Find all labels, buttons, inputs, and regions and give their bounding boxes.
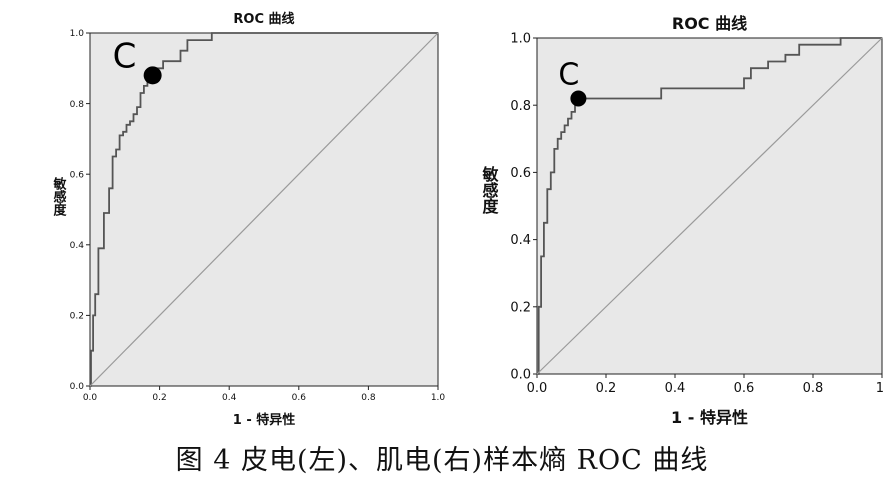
x-axis-label: 1 - 特异性 — [671, 408, 748, 427]
x-tick-label: 0.0 — [83, 393, 98, 403]
y-axis-label: 敏感度 — [51, 176, 68, 217]
roc-curve-line — [537, 37, 882, 375]
x-tick-label: 0.8 — [361, 393, 376, 403]
reference-diagonal-line — [89, 32, 439, 387]
x-tick-label: 0.4 — [665, 381, 686, 396]
y-tick-label: 0.2 — [70, 312, 84, 322]
left-roc-chart: ROC 曲线 0.0 0.2 0.4 0.6 0.8 1.0 0.0 0.2 0.4 0.6 0.8 1… — [0, 0, 450, 440]
y-tick-label: 0.4 — [510, 233, 531, 248]
x-tick-label: 0.0 — [527, 381, 548, 396]
chart-title: ROC 曲线 — [672, 14, 747, 33]
right-roc-chart: ROC 曲线 0.0 0.2 0.4 0.6 0.8 1. 0.0 0.2 0.4 0.6 0.8 1.… — [450, 0, 884, 440]
x-tick-label: 1. — [876, 381, 884, 396]
x-tick-label: 0.6 — [292, 393, 307, 403]
x-tick-label: 0.6 — [734, 381, 755, 396]
x-tick-label: 0.4 — [222, 393, 237, 403]
cutoff-point-marker — [143, 66, 162, 85]
x-tick-label: 0.8 — [803, 381, 824, 396]
y-tick-label: 0.8 — [510, 99, 531, 114]
y-tick-label: 0.8 — [70, 100, 85, 110]
right-roc-svg: ROC 曲线 0.0 0.2 0.4 0.6 0.8 1. 0.0 0.2 0.4 0.6 0.8 1.… — [480, 14, 884, 427]
y-tick-label: 0.4 — [70, 241, 85, 251]
chart-title: ROC 曲线 — [233, 11, 294, 27]
figure-caption: 图 4 皮电(左)、肌电(右)样本熵 ROC 曲线 — [175, 445, 709, 476]
cutoff-point-label: C — [113, 36, 137, 76]
cutoff-point-marker — [570, 90, 587, 107]
left-roc-svg: ROC 曲线 0.0 0.2 0.4 0.6 0.8 1.0 0.0 0.2 0.4 0.6 0.8 1… — [51, 11, 446, 428]
y-tick-label: 1.0 — [70, 29, 85, 39]
y-tick-label: 1.0 — [510, 32, 531, 47]
x-tick-label: 0.2 — [596, 381, 617, 396]
x-tick-label: 1.0 — [431, 393, 446, 403]
x-axis-label: 1 - 特异性 — [233, 412, 296, 428]
cutoff-point-label: C — [558, 57, 579, 92]
y-tick-label: 0.0 — [510, 368, 531, 383]
y-axis-label: 敏感度 — [480, 165, 500, 215]
y-tick-label: 0.6 — [510, 166, 531, 181]
reference-diagonal-line — [536, 37, 883, 375]
y-tick-label: 0.2 — [510, 300, 531, 315]
x-tick-label: 0.2 — [152, 393, 166, 403]
y-tick-label: 0.0 — [70, 382, 85, 392]
roc-curve-line — [90, 32, 438, 387]
y-tick-label: 0.6 — [70, 170, 85, 180]
